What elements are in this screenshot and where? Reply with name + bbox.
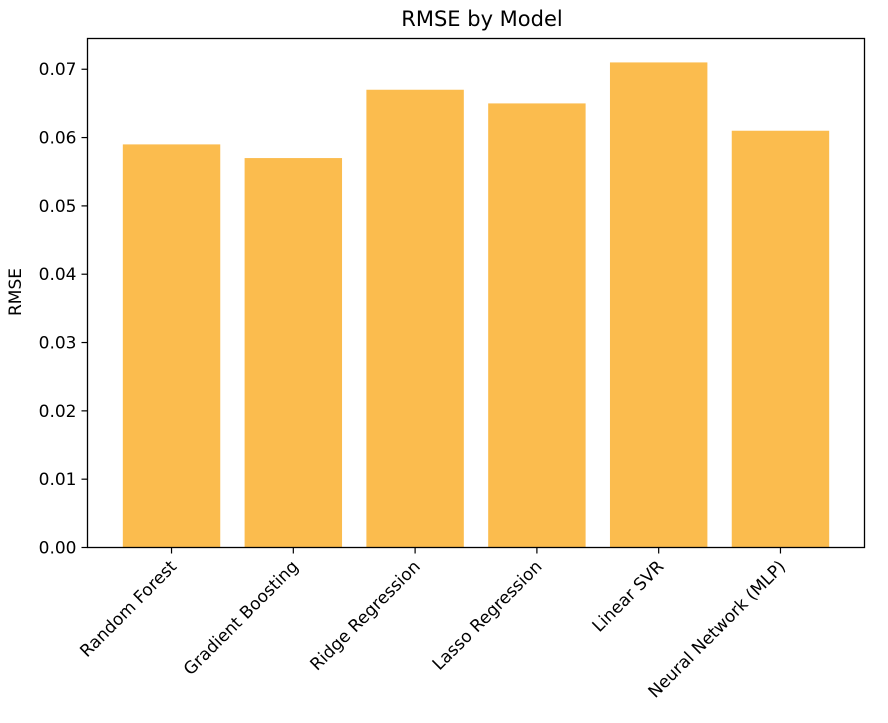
bars-group: [122, 62, 830, 548]
bar-random-forest: [122, 144, 221, 548]
y-tick-label: 0.00: [39, 539, 77, 559]
y-tick-label: 0.06: [39, 129, 77, 149]
bar-ridge-regression: [366, 89, 464, 548]
y-tick-label: 0.07: [39, 60, 77, 80]
y-axis-ticks: 0.00 0.01 0.02 0.03 0.04 0.05 0.06 0.07: [39, 60, 88, 559]
y-tick-label: 0.05: [39, 197, 77, 217]
x-tick-label: Neural Network (MLP): [645, 557, 790, 702]
bar-linear-svr: [609, 62, 708, 548]
bar-lasso-regression: [488, 103, 586, 548]
plot-frame: [86, 37, 866, 549]
y-tick-label: 0.03: [39, 334, 77, 354]
x-tick-label: Linear SVR: [589, 557, 669, 637]
chart-title: RMSE by Model: [401, 7, 562, 31]
y-tick-label: 0.01: [39, 470, 77, 490]
y-tick-label: 0.02: [39, 402, 77, 422]
x-tick-label: Random Forest: [76, 557, 181, 662]
y-axis-title: RMSE: [6, 268, 26, 316]
bar-gradient-boosting: [244, 158, 343, 548]
y-tick-label: 0.04: [39, 265, 77, 285]
x-tick-label: Ridge Regression: [307, 557, 425, 675]
bar-neural-network-mlp: [731, 130, 830, 548]
x-tick-label: Gradient Boosting: [180, 557, 303, 680]
x-tick-label: Lasso Regression: [429, 557, 547, 675]
